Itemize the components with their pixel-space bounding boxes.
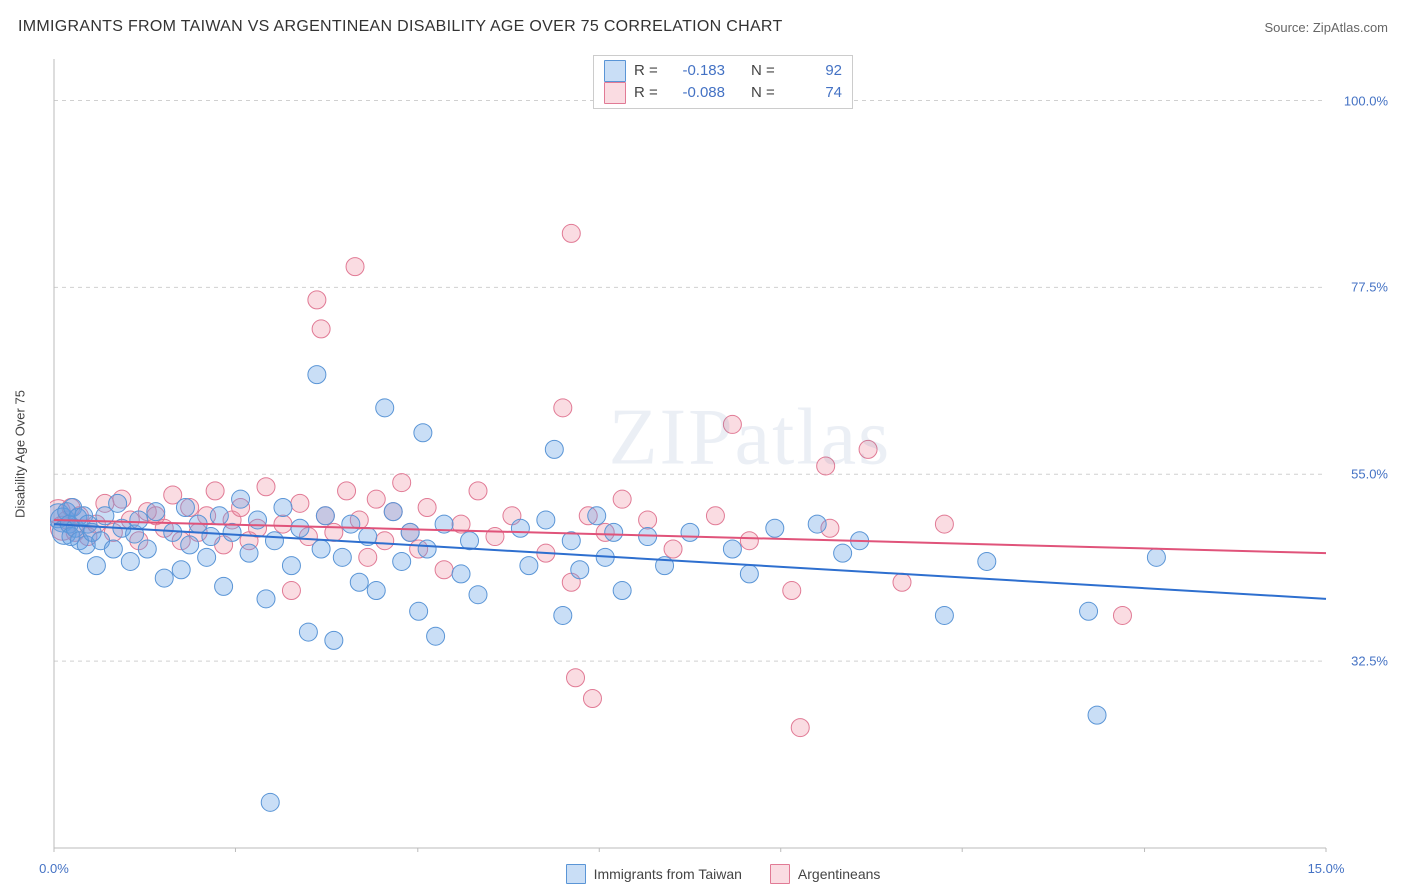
series-legend: Immigrants from Taiwan Argentineans — [50, 864, 1396, 884]
legend-label-taiwan: Immigrants from Taiwan — [594, 866, 742, 882]
y-tick-label: 100.0% — [1344, 93, 1388, 108]
legend-item-argentinean: Argentineans — [770, 864, 881, 884]
y-tick-label: 77.5% — [1351, 280, 1388, 295]
r-value-taiwan: -0.183 — [670, 60, 725, 82]
chart-title: IMMIGRANTS FROM TAIWAN VS ARGENTINEAN DI… — [18, 18, 783, 36]
y-tick-label: 55.0% — [1351, 467, 1388, 482]
n-value-taiwan: 92 — [787, 60, 842, 82]
swatch-argentinean — [604, 82, 626, 104]
swatch-argentinean — [770, 864, 790, 884]
correlation-row-argentinean: R = -0.088 N = 74 — [604, 82, 842, 104]
chart-area: Disability Age Over 75 ZIPatlas R = -0.1… — [50, 55, 1396, 852]
n-value-argentinean: 74 — [787, 82, 842, 104]
correlation-row-taiwan: R = -0.183 N = 92 — [604, 60, 842, 82]
y-tick-label: 32.5% — [1351, 654, 1388, 669]
legend-label-argentinean: Argentineans — [798, 866, 881, 882]
chart-source: Source: ZipAtlas.com — [1264, 20, 1388, 35]
swatch-taiwan — [604, 60, 626, 82]
scatter-plot — [50, 55, 1396, 852]
swatch-taiwan — [566, 864, 586, 884]
correlation-legend: R = -0.183 N = 92 R = -0.088 N = 74 — [593, 55, 853, 109]
r-value-argentinean: -0.088 — [670, 82, 725, 104]
legend-item-taiwan: Immigrants from Taiwan — [566, 864, 742, 884]
y-axis-label: Disability Age Over 75 — [13, 390, 28, 518]
